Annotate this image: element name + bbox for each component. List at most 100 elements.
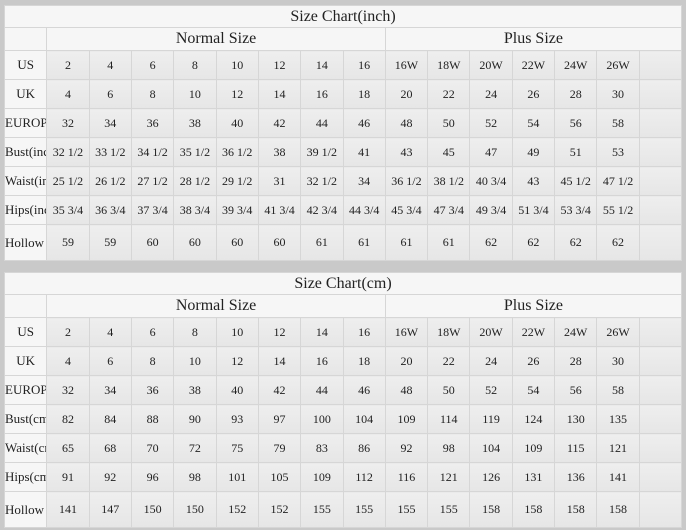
size-cell: 12	[257, 317, 302, 347]
size-cell: 20W	[469, 50, 513, 80]
size-cell: 112	[342, 462, 386, 492]
table-row: Hips(cm)91929698101105109112116121126131…	[3, 462, 683, 492]
size-cell: 101	[215, 462, 259, 492]
empty-cell	[638, 462, 683, 492]
size-cell: 135	[596, 404, 640, 434]
size-cell: 86	[342, 433, 386, 463]
size-cell: 150	[130, 491, 175, 528]
table-row: EUROPE3234363840424446485052545658	[3, 108, 683, 138]
size-cell: 40 3/4	[469, 166, 513, 196]
size-cell: 58	[596, 375, 640, 405]
size-cell: 35 1/2	[173, 137, 217, 167]
empty-cell	[638, 491, 683, 528]
chart-title: Size Chart(inch)	[4, 5, 682, 28]
size-cell: 43	[511, 166, 556, 196]
size-cell: 46	[342, 375, 386, 405]
size-cell: 34 1/2	[130, 137, 175, 167]
size-cell: 116	[384, 462, 429, 492]
size-cell: 32	[46, 108, 90, 138]
size-cell: 96	[130, 462, 175, 492]
size-cell: 22W	[511, 50, 556, 80]
group-header-normal: Normal Size	[46, 294, 386, 318]
table-row: Hollow to Floor(inch)5959606060606161616…	[3, 224, 683, 261]
size-cell: 38 3/4	[173, 195, 217, 225]
size-cell: 45 3/4	[384, 195, 429, 225]
size-cell: 26	[511, 79, 556, 109]
size-cell: 48	[384, 375, 429, 405]
size-cell: 18	[342, 79, 386, 109]
size-cell: 53 3/4	[554, 195, 598, 225]
size-cell: 42	[257, 375, 302, 405]
size-cell: 32 1/2	[300, 166, 344, 196]
size-chart-cm: Size Chart(cm) Normal Size Plus Size US 2 4 6 8…	[3, 272, 683, 528]
table-row: US 2 4 6 8 10 12 14 16 16W 18W 20W 22W 24W 26W	[3, 317, 683, 347]
size-cell: 4	[88, 317, 132, 347]
size-cell: 26 1/2	[88, 166, 132, 196]
size-cell: 83	[300, 433, 344, 463]
size-cell: 44	[300, 375, 344, 405]
size-cell: 30	[596, 79, 640, 109]
size-cell: 28	[554, 79, 598, 109]
size-table: Size Chart(inch) Normal Size Plus Size US 2 4…	[3, 5, 683, 261]
size-cell: 62	[511, 224, 556, 261]
size-cell: 22W	[511, 317, 556, 347]
size-cell: 43	[384, 137, 429, 167]
size-cell: 10	[173, 346, 217, 376]
size-cell: 16	[342, 317, 386, 347]
row-label: Hips(cm)	[3, 462, 48, 492]
size-cell: 98	[427, 433, 471, 463]
row-label: Bust(inch)	[3, 137, 48, 167]
size-cell: 93	[215, 404, 259, 434]
row-label: Waist(inch)	[3, 166, 48, 196]
size-cell: 2	[46, 50, 90, 80]
size-cell: 39 1/2	[300, 137, 344, 167]
size-cell: 105	[257, 462, 302, 492]
size-cell: 59	[88, 224, 132, 261]
size-cell: 26W	[596, 50, 640, 80]
size-cell: 40	[215, 375, 259, 405]
table-row: Bust(inch)32 1/233 1/234 1/235 1/236 1/2…	[3, 137, 683, 167]
size-cell: 24	[469, 79, 513, 109]
size-cell: 10	[173, 79, 217, 109]
size-cell: 34	[88, 375, 132, 405]
size-cell: 28	[554, 346, 598, 376]
size-cell: 29 1/2	[215, 166, 259, 196]
size-cell: 38	[257, 137, 302, 167]
table-row: Waist(inch)25 1/226 1/227 1/228 1/229 1/…	[3, 166, 683, 196]
size-cell: 6	[130, 50, 175, 80]
size-cell: 28 1/2	[173, 166, 217, 196]
size-cell: 55 1/2	[596, 195, 640, 225]
row-label: UK	[3, 346, 48, 376]
row-label: Hollow to Floor(cm)	[3, 491, 48, 528]
size-cell: 4	[88, 50, 132, 80]
size-cell: 109	[511, 433, 556, 463]
size-cell: 16	[300, 346, 344, 376]
table-row: EUROPE3234363840424446485052545658	[3, 375, 683, 405]
size-cell: 47 3/4	[427, 195, 471, 225]
size-cell: 36 1/2	[215, 137, 259, 167]
size-cell: 27 1/2	[130, 166, 175, 196]
size-cell: 18W	[427, 317, 471, 347]
size-cell: 39 3/4	[215, 195, 259, 225]
size-cell: 104	[342, 404, 386, 434]
size-cell: 32	[46, 375, 90, 405]
size-cell: 150	[173, 491, 217, 528]
size-cell: 38 1/2	[427, 166, 471, 196]
empty-cell	[638, 195, 683, 225]
size-cell: 26	[511, 346, 556, 376]
size-cell: 61	[384, 224, 429, 261]
size-cell: 130	[554, 404, 598, 434]
empty-cell	[638, 108, 683, 138]
size-cell: 121	[427, 462, 471, 492]
empty-cell	[638, 433, 683, 463]
size-cell: 141	[46, 491, 90, 528]
size-cell: 60	[257, 224, 302, 261]
size-cell: 84	[88, 404, 132, 434]
size-cell: 20W	[469, 317, 513, 347]
size-cell: 54	[511, 108, 556, 138]
table-row: Hips(inch)35 3/436 3/437 3/438 3/439 3/4…	[3, 195, 683, 225]
size-cell: 61	[342, 224, 386, 261]
size-cell: 52	[469, 108, 513, 138]
size-cell: 24W	[554, 317, 598, 347]
table-row: US 2 4 6 8 10 12 14 16 16W 18W 20W 22W 24W 26W	[3, 50, 683, 80]
